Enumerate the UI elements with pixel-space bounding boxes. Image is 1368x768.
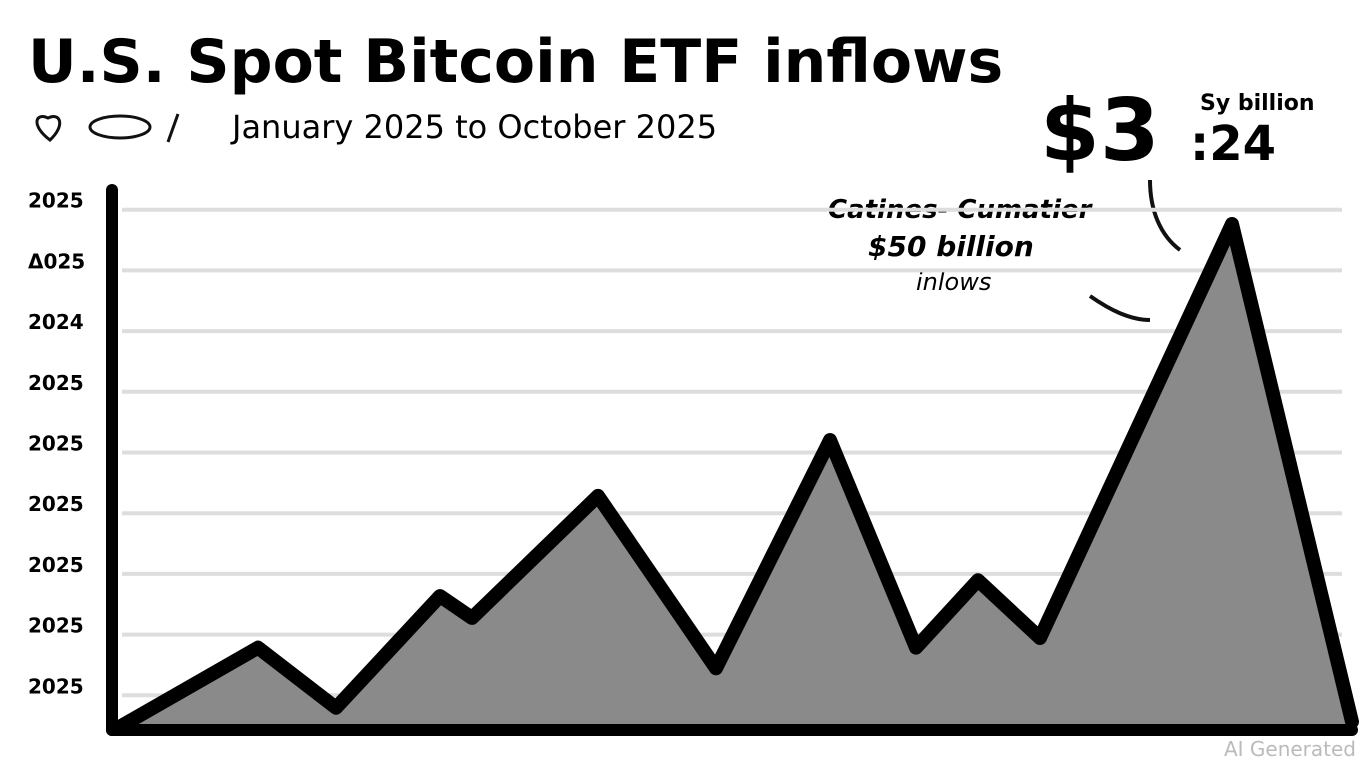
y-tick-label: 2025 [28, 189, 84, 213]
annotation: $50 billion [868, 230, 1034, 263]
watermark: AI Generated [1224, 737, 1356, 761]
chart-title: U.S. Spot Bitcoin ETF inflows [28, 27, 1003, 97]
y-tick-label: 2025 [28, 614, 84, 638]
y-tick-label: Δ025 [28, 249, 85, 273]
y-tick-label: 2025 [28, 371, 84, 395]
annotation-arrow [1148, 179, 1182, 252]
annotation-arrow [1088, 294, 1151, 322]
annotation: inlows [916, 268, 991, 296]
y-tick-label: 2025 [28, 432, 84, 456]
area-fill [118, 223, 1352, 731]
y-tick-label: 2025 [28, 492, 84, 516]
annotation: Sy billion [1200, 91, 1315, 116]
y-tick-label: 2025 [28, 553, 84, 577]
annotation: :24 [1190, 116, 1276, 172]
subtitle-icons [35, 113, 180, 143]
y-tick-label: 2024 [28, 310, 84, 334]
area-line [111, 216, 1359, 735]
chart-subtitle: January 2025 to October 2025 [230, 108, 717, 146]
y-tick-label: 2025 [28, 674, 84, 698]
annotation: $3 [1040, 81, 1160, 181]
